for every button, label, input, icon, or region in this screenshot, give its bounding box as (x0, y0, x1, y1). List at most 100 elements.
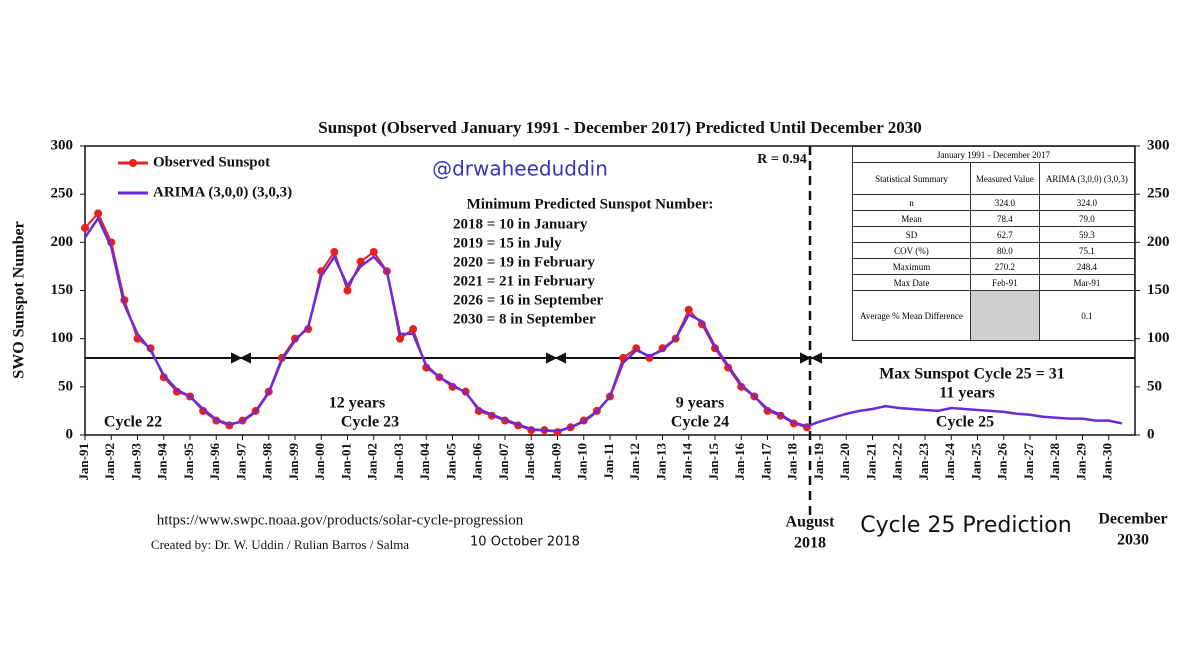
x-tick-label: Jan-99 (286, 443, 301, 481)
table-row: SD 62.7 59.3 (852, 226, 1136, 243)
annotation: 2018 = 10 in January (453, 216, 588, 232)
x-tick-label: Jan-27 (1021, 443, 1036, 481)
x-tick-label: Jan-17 (758, 443, 773, 481)
table-row: n 324.0 324.0 (852, 194, 1136, 211)
annotation: 2020 = 19 in February (453, 254, 595, 270)
data-point (369, 247, 378, 256)
table-cell: SD (852, 226, 971, 243)
y-axis-label: SWO Sunspot Number (11, 221, 28, 378)
y-tick-label: 0 (66, 426, 74, 442)
annotation: Minimum Predicted Sunspot Number: (467, 196, 714, 212)
annotation: 2030 (1117, 532, 1149, 549)
x-tick-label: Jan-93 (128, 443, 143, 481)
table-cell: 79.0 (1038, 210, 1136, 227)
data-point (422, 363, 431, 372)
table-cell: COV (%) (852, 242, 971, 259)
annotation: https://www.swpc.noaa.gov/products/solar… (157, 512, 524, 528)
table-col: Measured Value (969, 162, 1040, 195)
x-tick-label: Jan-01 (338, 443, 353, 481)
table-cell: 75.1 (1038, 242, 1136, 259)
x-tick-label: Jan-08 (522, 443, 537, 481)
x-tick-label: Jan-13 (653, 443, 668, 481)
annotation: Max Sunspot Cycle 25 = 31 (879, 366, 1065, 383)
data-point (81, 223, 89, 232)
table-cell: Mean (852, 210, 971, 227)
annotation: 2026 = 16 in September (453, 292, 604, 308)
x-tick-label: Jan-29 (1073, 443, 1088, 481)
annotation: Cycle 23 (341, 414, 399, 431)
data-point (409, 325, 418, 334)
y-tick-label: 200 (51, 234, 74, 250)
x-tick-label: Jan-20 (837, 443, 852, 481)
x-tick-label: Jan-21 (863, 443, 878, 481)
x-tick-label: Jan-94 (155, 443, 170, 481)
table-col: ARIMA (3,0,0) (3,0,3) (1038, 162, 1136, 195)
x-tick-label: Jan-09 (548, 443, 563, 481)
annotation: Cycle 22 (104, 414, 162, 431)
x-tick-label: Jan-14 (680, 443, 695, 481)
x-tick-label: Jan-07 (496, 443, 511, 481)
y2-tick-label: 0 (1147, 426, 1155, 442)
y-tick-label: 300 (51, 137, 74, 153)
table-cell: Mar-91 (1038, 274, 1136, 291)
table-cell: 59.3 (1038, 226, 1136, 243)
table-cell: 248.4 (1038, 258, 1136, 275)
x-tick-label: Jan-22 (890, 443, 905, 481)
table-row: COV (%) 80.0 75.1 (852, 242, 1136, 259)
y2-tick-label: 100 (1147, 330, 1170, 346)
x-tick-label: Jan-10 (575, 443, 590, 481)
x-tick-label: Jan-24 (942, 443, 957, 481)
annotation: 2018 (794, 535, 826, 552)
table-cell: n (852, 194, 971, 211)
x-tick-label: Jan-30 (1100, 443, 1115, 481)
annotation: 2021 = 21 in February (453, 273, 595, 289)
x-tick-label: Jan-00 (312, 443, 327, 481)
x-tick-label: Jan-96 (207, 443, 222, 481)
y2-tick-label: 300 (1147, 137, 1170, 153)
y-tick-label: 50 (58, 378, 73, 394)
x-tick-label: Jan-28 (1047, 443, 1062, 481)
annotation: 9 years (676, 395, 724, 412)
table-row: Mean 78.4 79.0 (852, 210, 1136, 227)
x-tick-label: Jan-16 (732, 443, 747, 481)
chart-title: Sunspot (Observed January 1991 - Decembe… (318, 118, 921, 137)
table-cell (969, 290, 1040, 341)
x-tick-label: Jan-04 (417, 443, 432, 481)
annotation: 12 years (329, 395, 385, 412)
x-tick-label: Jan-03 (391, 443, 406, 481)
y2-tick-label: 250 (1147, 186, 1170, 202)
x-tick-label: Jan-12 (627, 443, 642, 481)
y2-tick-label: 50 (1147, 378, 1162, 394)
data-point (684, 305, 693, 314)
legend-label: Observed Sunspot (153, 154, 270, 170)
series-line (83, 215, 1123, 433)
data-point (396, 334, 404, 343)
table-cell: 270.2 (969, 258, 1040, 275)
table-cell: 62.7 (969, 226, 1040, 243)
x-tick-label: Jan-98 (260, 443, 275, 481)
legend-label: ARIMA (3,0,0) (3,0,3) (153, 184, 292, 200)
x-tick-label: Jan-95 (181, 443, 196, 481)
x-tick-label: Jan-18 (785, 443, 800, 481)
data-point (199, 406, 208, 415)
data-point (737, 382, 746, 391)
table-cell: 78.4 (969, 210, 1040, 227)
stats-table: January 1991 - December 2017 Statistical… (852, 146, 1136, 341)
data-point (304, 325, 313, 334)
annotation: @drwaheeduddin (432, 157, 608, 181)
x-tick-label: Jan-19 (811, 443, 826, 481)
table-cell: Maximum (852, 258, 971, 275)
annotation: Cycle 24 (671, 414, 729, 431)
table-cell: 324.0 (1038, 194, 1136, 211)
annotation: Cycle 25 (936, 414, 994, 431)
annotation: 2030 = 8 in September (453, 311, 596, 327)
annotation: 10 October 2018 (470, 535, 580, 550)
annotation: R = 0.94 (757, 152, 807, 167)
table-row: Maximum 270.2 248.4 (852, 258, 1136, 275)
data-point (330, 247, 339, 256)
x-tick-label: Jan-15 (706, 443, 721, 481)
table-cell: Average % Mean Difference (852, 290, 971, 341)
data-point (94, 209, 103, 218)
